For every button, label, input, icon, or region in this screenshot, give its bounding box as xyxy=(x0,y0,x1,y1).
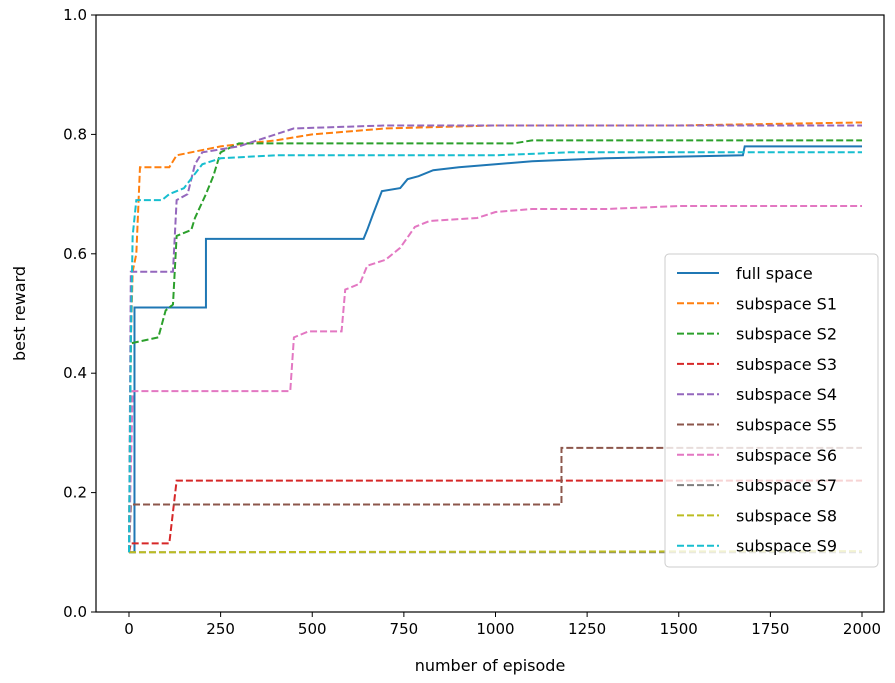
series-line-3 xyxy=(127,139,863,553)
x-tick-label: 1500 xyxy=(660,620,698,638)
x-tick-label: 0 xyxy=(124,620,134,638)
x-axis-ticks: 0 250 500 750 1000 1250 1500 1750 2000 xyxy=(124,612,881,638)
series-line-5 xyxy=(127,124,863,553)
legend-box xyxy=(664,253,879,568)
x-tick-label: 1000 xyxy=(476,620,514,638)
x-tick-label: 1250 xyxy=(568,620,606,638)
y-tick-label: 0.0 xyxy=(63,603,87,621)
x-tick-label: 250 xyxy=(206,620,235,638)
legend-label: subspace S6 xyxy=(736,446,837,465)
series-line-10 xyxy=(127,151,863,553)
legend-label: subspace S8 xyxy=(736,506,837,525)
x-tick-label: 500 xyxy=(298,620,327,638)
y-tick-label: 0.6 xyxy=(63,245,87,263)
legend-label: subspace S2 xyxy=(736,325,837,344)
plot-area-frame xyxy=(95,14,885,613)
x-tick-label: 750 xyxy=(390,620,419,638)
legend-label: subspace S9 xyxy=(736,537,837,556)
legend-label: subspace S5 xyxy=(736,416,837,435)
y-axis-ticks: 0.0 0.2 0.4 0.6 0.8 1.0 xyxy=(63,6,96,621)
y-tick-label: 0.2 xyxy=(63,484,87,502)
legend-label: subspace S4 xyxy=(736,385,837,404)
legend: full space subspace S1 subspace S2 subspace… xyxy=(664,253,879,568)
series-layer xyxy=(127,121,863,554)
x-tick-label: 2000 xyxy=(843,620,881,638)
legend-label: subspace S7 xyxy=(736,476,837,495)
x-axis-label: number of episode xyxy=(415,656,566,675)
y-tick-label: 0.8 xyxy=(63,125,87,143)
legend-label: subspace S3 xyxy=(736,355,837,374)
series-line-7 xyxy=(127,205,863,553)
x-tick-label: 1750 xyxy=(751,620,789,638)
y-tick-label: 1.0 xyxy=(63,6,87,24)
legend-label: full space xyxy=(736,264,813,283)
series-line-1 xyxy=(128,145,863,554)
y-axis-label: best reward xyxy=(10,266,29,361)
y-tick-label: 0.4 xyxy=(63,364,87,382)
legend-label: subspace S1 xyxy=(736,294,837,313)
